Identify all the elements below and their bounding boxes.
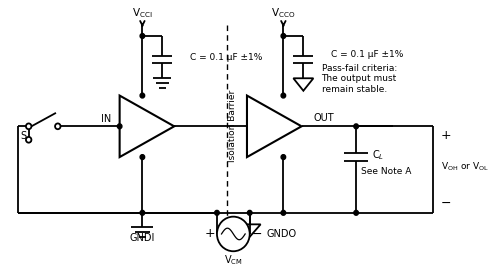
- Circle shape: [281, 155, 286, 159]
- Text: V$_{\mathregular{CM}}$: V$_{\mathregular{CM}}$: [224, 253, 243, 267]
- Circle shape: [281, 93, 286, 98]
- Text: GNDO: GNDO: [266, 229, 296, 239]
- Text: S: S: [20, 131, 27, 141]
- Text: −: −: [441, 197, 451, 210]
- Text: C = 0.1 μF ±1%: C = 0.1 μF ±1%: [190, 53, 262, 62]
- Circle shape: [140, 210, 145, 215]
- Circle shape: [26, 124, 31, 129]
- Circle shape: [140, 93, 145, 98]
- Text: GNDI: GNDI: [130, 233, 155, 243]
- Text: C$_L$: C$_L$: [373, 148, 385, 162]
- Text: Pass-fail criteria:
The output must
remain stable.: Pass-fail criteria: The output must rema…: [322, 64, 397, 94]
- Text: OUT: OUT: [314, 113, 334, 123]
- Text: Isolation Barrier: Isolation Barrier: [228, 90, 237, 162]
- Circle shape: [55, 124, 60, 129]
- Text: V$_{\mathregular{CCI}}$: V$_{\mathregular{CCI}}$: [132, 6, 153, 20]
- Text: +: +: [204, 228, 215, 240]
- Circle shape: [281, 210, 286, 215]
- Text: 1: 1: [27, 137, 31, 143]
- Circle shape: [26, 137, 31, 143]
- Text: IN: IN: [101, 114, 111, 124]
- Text: C = 0.1 μF ±1%: C = 0.1 μF ±1%: [330, 50, 403, 59]
- Circle shape: [215, 210, 219, 215]
- Text: −: −: [252, 228, 262, 240]
- Circle shape: [354, 124, 358, 129]
- Circle shape: [281, 34, 286, 38]
- Circle shape: [140, 155, 145, 159]
- Circle shape: [354, 210, 358, 215]
- Circle shape: [140, 34, 145, 38]
- Text: V$_{\mathregular{OH}}$ or V$_{\mathregular{OL}}$: V$_{\mathregular{OH}}$ or V$_{\mathregul…: [441, 161, 489, 173]
- Circle shape: [247, 210, 252, 215]
- Text: +: +: [441, 129, 451, 142]
- Circle shape: [117, 124, 122, 129]
- Text: See Note A: See Note A: [361, 167, 411, 176]
- Text: V$_{\mathregular{CCO}}$: V$_{\mathregular{CCO}}$: [271, 6, 296, 20]
- Circle shape: [217, 217, 250, 251]
